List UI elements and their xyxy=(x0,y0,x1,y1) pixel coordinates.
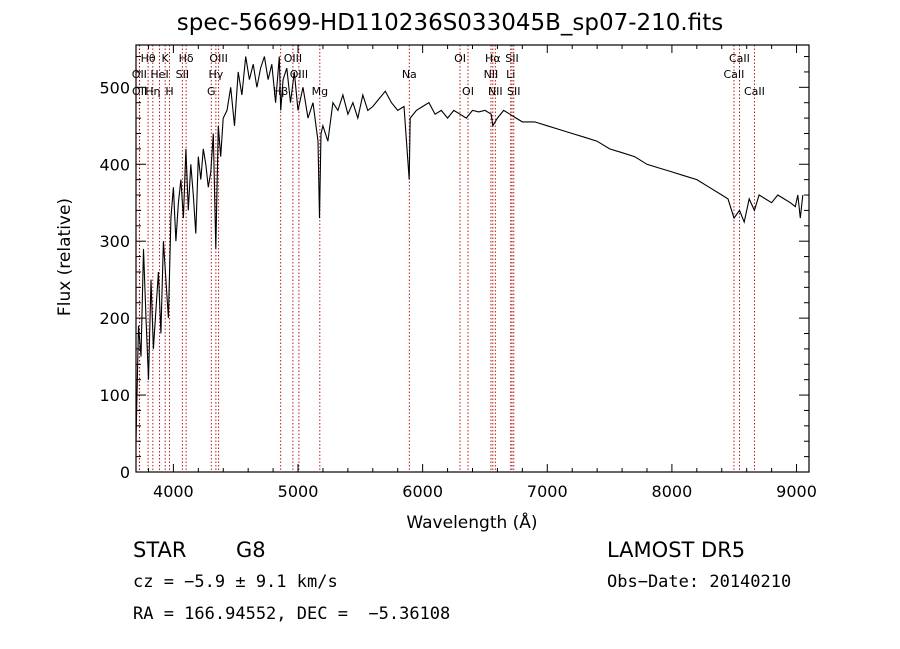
survey-name: LAMOST DR5 xyxy=(607,538,746,562)
line-label: Li xyxy=(506,68,515,81)
line-label: K xyxy=(162,52,170,65)
y-tick-label: 500 xyxy=(99,78,130,97)
line-label: OI xyxy=(454,52,466,65)
x-axis: 4000 5000 6000 7000 8000 9000 xyxy=(147,45,817,501)
y-tick-label: 300 xyxy=(99,232,130,251)
line-label: OII xyxy=(132,68,147,81)
line-label: CaII xyxy=(729,52,750,65)
plot-frame xyxy=(135,44,810,473)
line-label: OII xyxy=(132,85,147,98)
line-label: HeI xyxy=(150,68,168,81)
x-tick-label: 6000 xyxy=(402,482,443,501)
y-tick-label: 400 xyxy=(99,155,130,174)
line-label: Hδ xyxy=(179,52,194,65)
x-tick-label: 4000 xyxy=(153,482,194,501)
line-label: NII xyxy=(484,68,499,81)
line-label: Hη xyxy=(145,85,160,98)
y-tick-label: 200 xyxy=(99,309,130,328)
line-label: OIII xyxy=(290,68,308,81)
line-label: OIII xyxy=(284,52,302,65)
object-class: STAR xyxy=(133,538,187,562)
line-label: Hα xyxy=(485,52,501,65)
line-label: OI xyxy=(462,85,474,98)
x-tick-label: 8000 xyxy=(652,482,693,501)
line-label: CaII xyxy=(744,85,765,98)
line-label: SII xyxy=(505,52,518,65)
line-label: H xyxy=(165,85,173,98)
line-label: CaII xyxy=(724,68,745,81)
x-axis-label: Wavelength (Å) xyxy=(406,511,537,533)
chart-title: spec-56699-HD110236S033045B_sp07-210.fit… xyxy=(176,10,724,36)
line-label: OIII xyxy=(209,52,227,65)
line-label: Hβ xyxy=(273,85,288,98)
redshift-velocity: cz = −5.9 ± 9.1 km/s xyxy=(133,572,338,592)
spectrum-line xyxy=(135,56,804,442)
line-label: G xyxy=(207,85,216,98)
line-label: SII xyxy=(176,68,189,81)
y-axis: 0 100 200 300 400 500 xyxy=(99,56,809,482)
x-tick-label: 9000 xyxy=(776,482,817,501)
y-tick-label: 0 xyxy=(120,463,130,482)
x-tick-label: 7000 xyxy=(527,482,568,501)
line-label: NII xyxy=(488,85,503,98)
y-tick-label: 100 xyxy=(99,386,130,405)
object-subclass: G8 xyxy=(236,538,266,562)
line-label: Na xyxy=(402,68,417,81)
line-label: Hγ xyxy=(208,68,223,81)
x-tick-label: 5000 xyxy=(278,482,319,501)
line-label: Hθ xyxy=(141,52,156,65)
line-label: Mg xyxy=(312,85,328,98)
ra-dec-coordinates: RA = 166.94552, DEC = −5.36108 xyxy=(133,604,451,624)
line-label: SII xyxy=(507,85,520,98)
observation-date: Obs−Date: 20140210 xyxy=(607,572,792,592)
line-markers xyxy=(138,45,755,472)
y-axis-label: Flux (relative) xyxy=(55,198,75,316)
